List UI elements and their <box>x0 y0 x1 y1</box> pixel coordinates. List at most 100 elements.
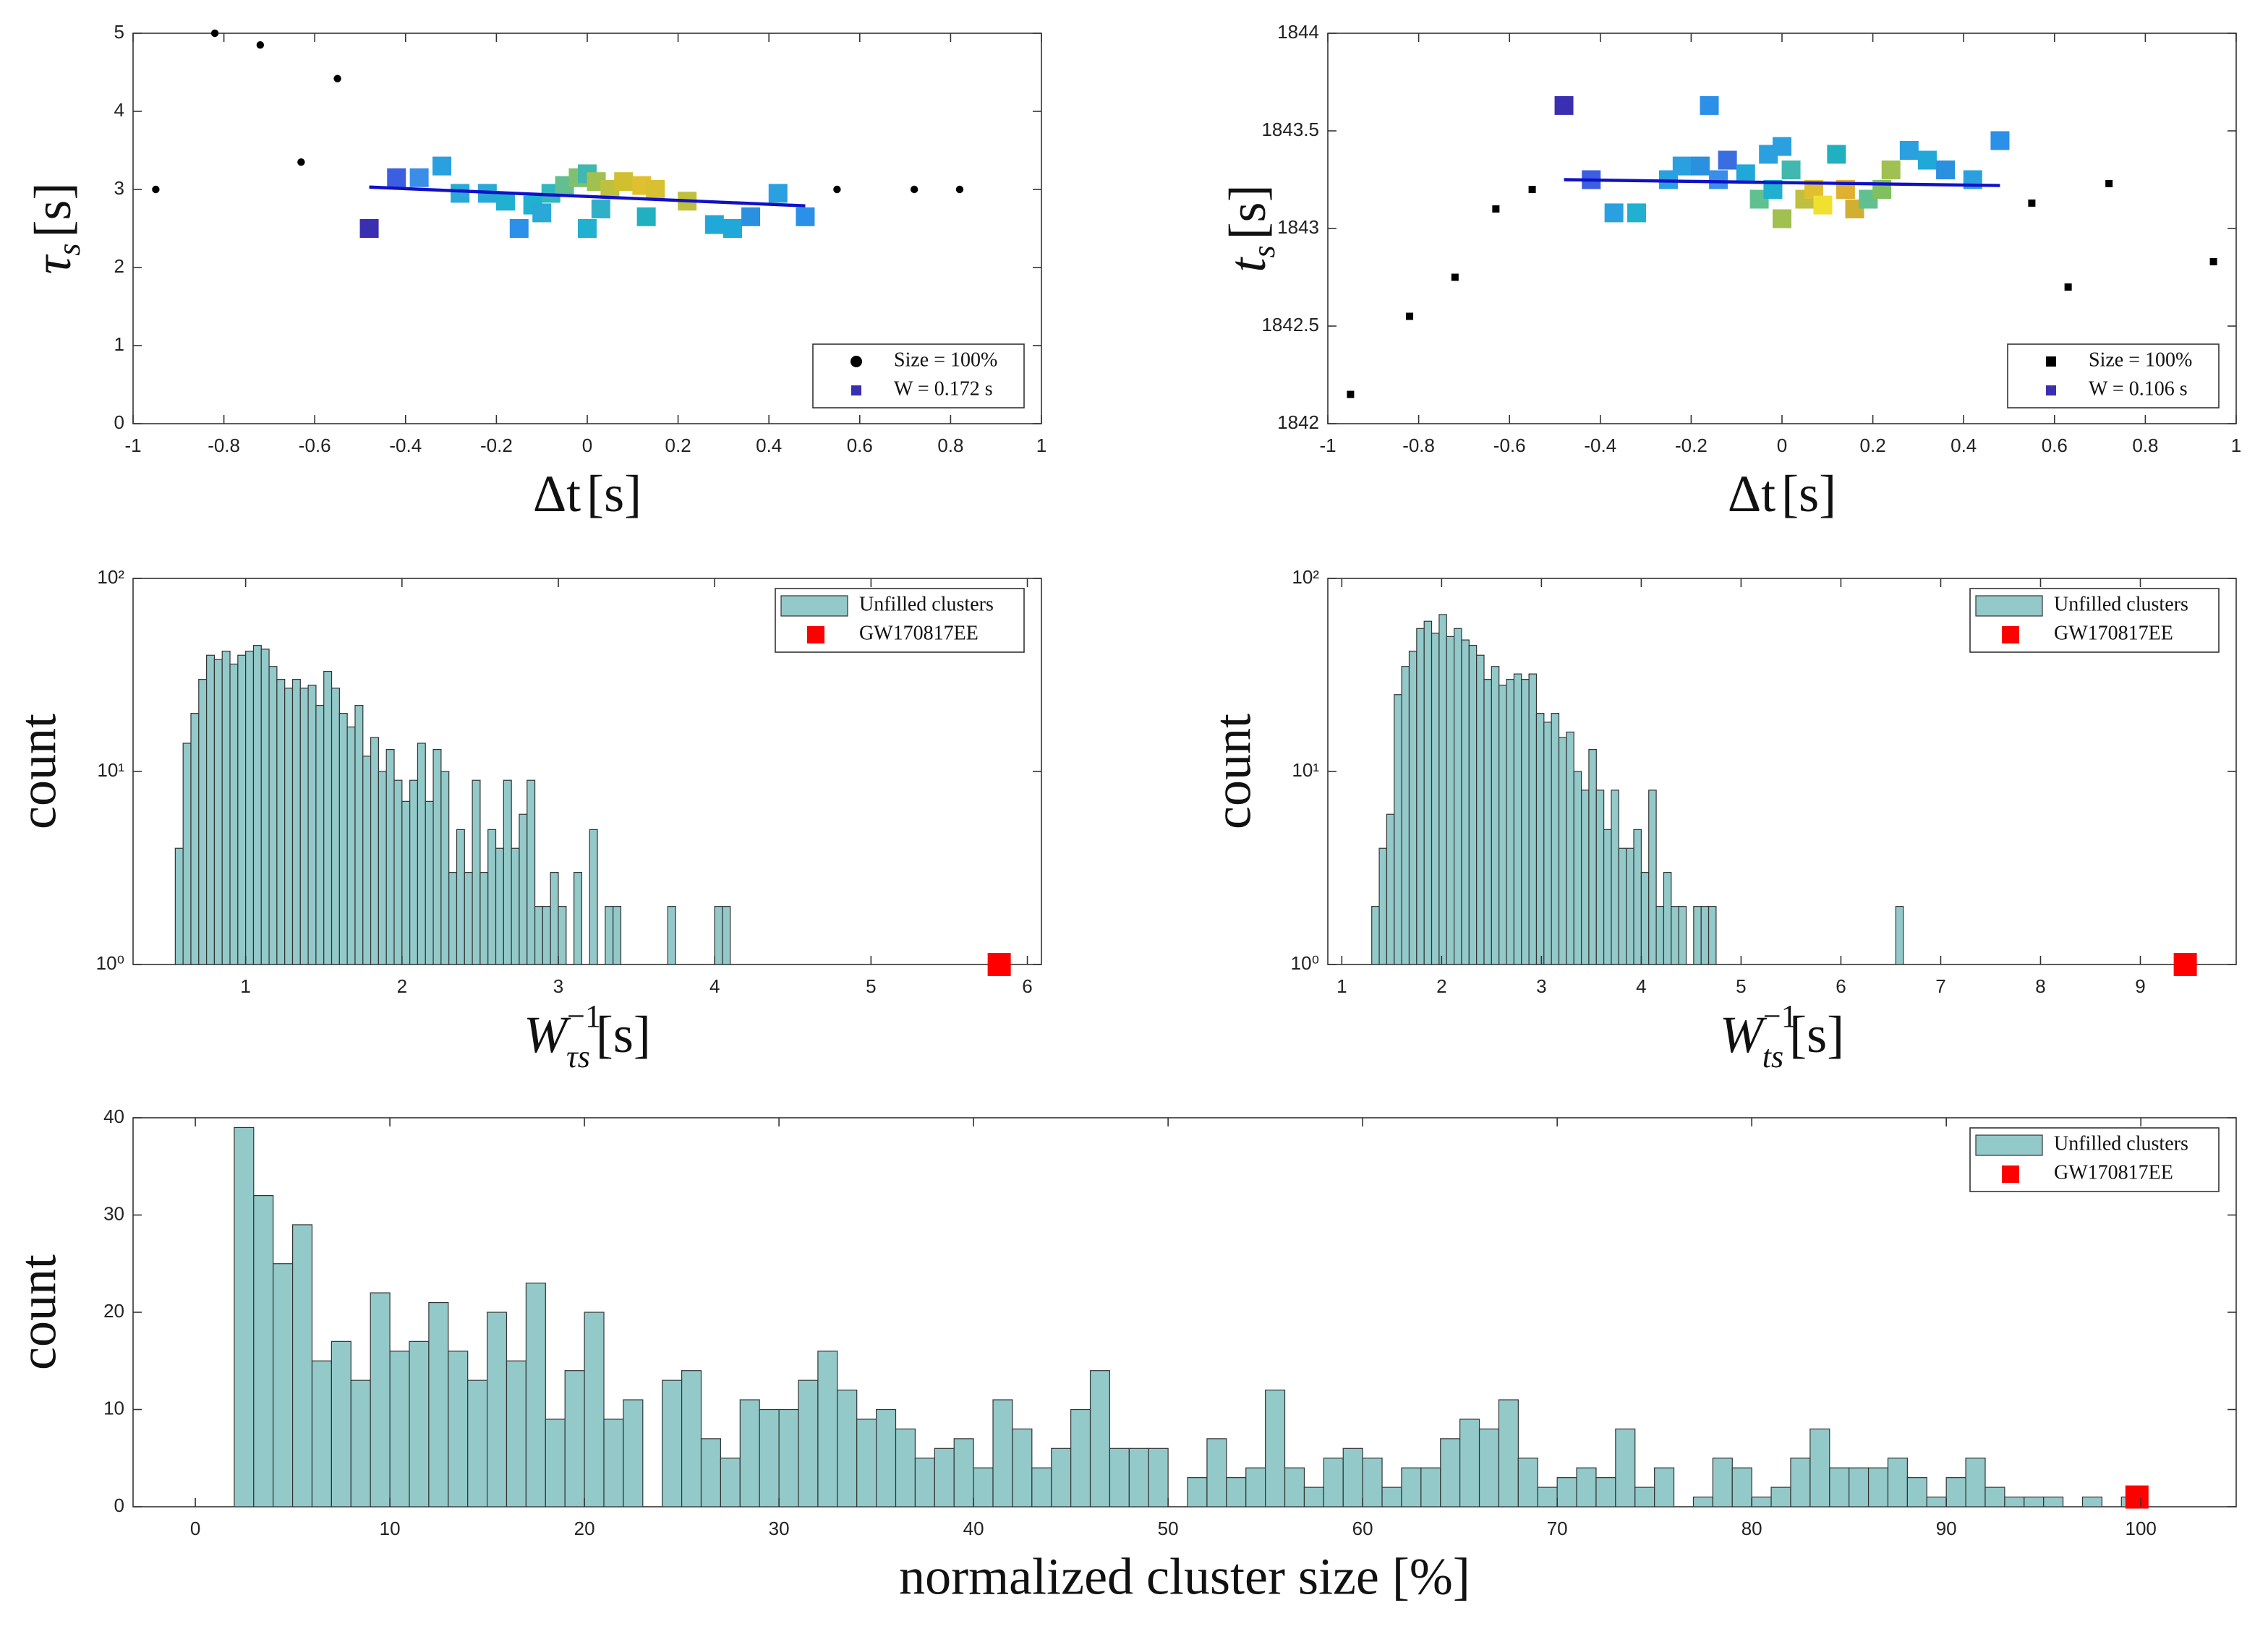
scatter-point <box>1672 156 1692 176</box>
histogram-bar <box>350 1380 371 1507</box>
histogram-bar <box>311 1360 332 1507</box>
histogram-bar <box>511 847 520 965</box>
histogram-bar <box>876 1408 897 1507</box>
scatter-point <box>1813 195 1833 215</box>
histogram-bar <box>1655 906 1665 965</box>
scatter-point <box>387 168 406 187</box>
event-marker <box>2125 1485 2149 1509</box>
x-tick-label: 0 <box>190 1518 200 1539</box>
histogram-bar <box>315 704 325 965</box>
y-tick-label: 1843 <box>1277 216 1319 238</box>
histogram-bar <box>1751 1496 1772 1507</box>
y-tick-label: 0 <box>114 1494 124 1516</box>
scatter-point <box>1347 390 1355 398</box>
scatter-point <box>1718 150 1737 170</box>
histogram-bar <box>605 906 614 965</box>
x-tick-label: -1 <box>124 435 141 456</box>
legend-label: GW170817EE <box>2054 1161 2173 1184</box>
histogram-bar <box>389 1351 410 1507</box>
x-tick-label: 80 <box>1742 1518 1762 1539</box>
x-tick-label: 6 <box>1022 975 1032 997</box>
x-tick-label: -0.2 <box>480 435 513 456</box>
x-tick-label: 100 <box>2125 1518 2156 1539</box>
y-axis-label: count <box>9 1254 67 1370</box>
histogram-bar <box>276 679 286 965</box>
scatter-point <box>955 185 964 194</box>
histogram-bar <box>895 1428 916 1507</box>
x-tick-label: 2 <box>397 975 407 997</box>
histogram-bar <box>1506 679 1515 965</box>
histogram-bar <box>2004 1496 2025 1507</box>
histogram-bar <box>558 906 567 965</box>
histogram-bar <box>284 688 294 965</box>
histogram-bar <box>182 743 192 965</box>
histogram-bar <box>338 713 348 965</box>
scatter-point <box>636 207 656 226</box>
legend-swatch <box>2046 356 2056 367</box>
scatter-point <box>256 41 265 49</box>
x-tick-label: 60 <box>1352 1518 1373 1539</box>
histogram-bar <box>1626 847 1634 965</box>
histogram-bar <box>574 872 583 965</box>
histogram-bar <box>1945 1477 1966 1507</box>
x-tick-label: 3 <box>1536 975 1546 997</box>
histogram-bar <box>778 1408 799 1507</box>
x-tick-label: 70 <box>1547 1518 1568 1539</box>
histogram-bar <box>234 1126 255 1507</box>
histogram-bar <box>973 1467 994 1507</box>
x-tick-label: -0.4 <box>1584 435 1616 456</box>
y-tick-label: 1843.5 <box>1261 119 1319 140</box>
histogram-bar <box>1926 1496 1947 1507</box>
histogram-bar <box>1012 1428 1033 1507</box>
x-tick-label: 2 <box>1436 975 1446 997</box>
y-tick-label: 0 <box>114 411 124 433</box>
histogram-bar <box>503 779 512 965</box>
scatter-point <box>2028 199 2036 207</box>
y-tick-label: 3 <box>114 177 124 199</box>
histogram-bar <box>1648 790 1657 965</box>
histogram-bar <box>486 1312 508 1507</box>
histogram-bar <box>550 872 559 965</box>
histogram-bar <box>245 650 255 965</box>
x-tick-label: 1 <box>240 975 250 997</box>
histogram-bar <box>564 1370 585 1507</box>
y-axis-label-unit: [s] <box>24 183 82 238</box>
scatter-point <box>2209 257 2217 265</box>
legend-label: Unfilled clusters <box>2054 1132 2188 1155</box>
histogram-bar <box>331 688 340 965</box>
histogram-bar <box>1431 633 1440 965</box>
histogram-bar <box>1528 673 1538 965</box>
scatter-point <box>1604 203 1624 223</box>
histogram-bar <box>1440 1438 1461 1507</box>
panel: 1 2 3 4 5 6 10⁰ 10¹ 10² Unfilled clusters GW170817… <box>96 566 1042 997</box>
legend-label: W = 0.172 s <box>894 377 993 400</box>
histogram-bar <box>1468 644 1478 965</box>
histogram-bar <box>252 644 262 965</box>
histogram-bar <box>623 1399 644 1507</box>
histogram-bar <box>837 1389 858 1507</box>
x-axis-label-symbol: W <box>524 1006 571 1064</box>
histogram-bar <box>1401 1467 1422 1507</box>
histogram-bar <box>1420 1467 1441 1507</box>
histogram-bar <box>198 679 208 965</box>
scatter-point <box>1492 205 1500 213</box>
scatter-point <box>1899 141 1919 160</box>
histogram-bar <box>1580 790 1590 965</box>
x-axis-label-unit: [s] <box>596 1006 651 1064</box>
histogram-bar <box>667 906 676 965</box>
scatter-point <box>1773 209 1791 228</box>
histogram-bar <box>495 847 504 965</box>
histogram-bar <box>1595 1477 1616 1507</box>
x-tick-label: 0.6 <box>2042 435 2068 456</box>
scatter-point <box>297 158 305 166</box>
scatter-point <box>1554 95 1574 115</box>
scatter-point <box>1627 203 1647 223</box>
histogram-bar <box>190 713 200 965</box>
histogram-bar <box>432 748 442 965</box>
x-tick-label: 1 <box>2231 435 2241 456</box>
scatter-point <box>1451 273 1459 281</box>
x-axis-label-unit: [s] <box>587 465 641 523</box>
scatter-point <box>1881 161 1901 179</box>
legend-swatch <box>2046 385 2056 395</box>
panel: -1 -0.8 -0.6 -0.4 -0.2 0 0.2 0.4 0.6 0.8 1 1842 1842… <box>1261 21 2241 456</box>
